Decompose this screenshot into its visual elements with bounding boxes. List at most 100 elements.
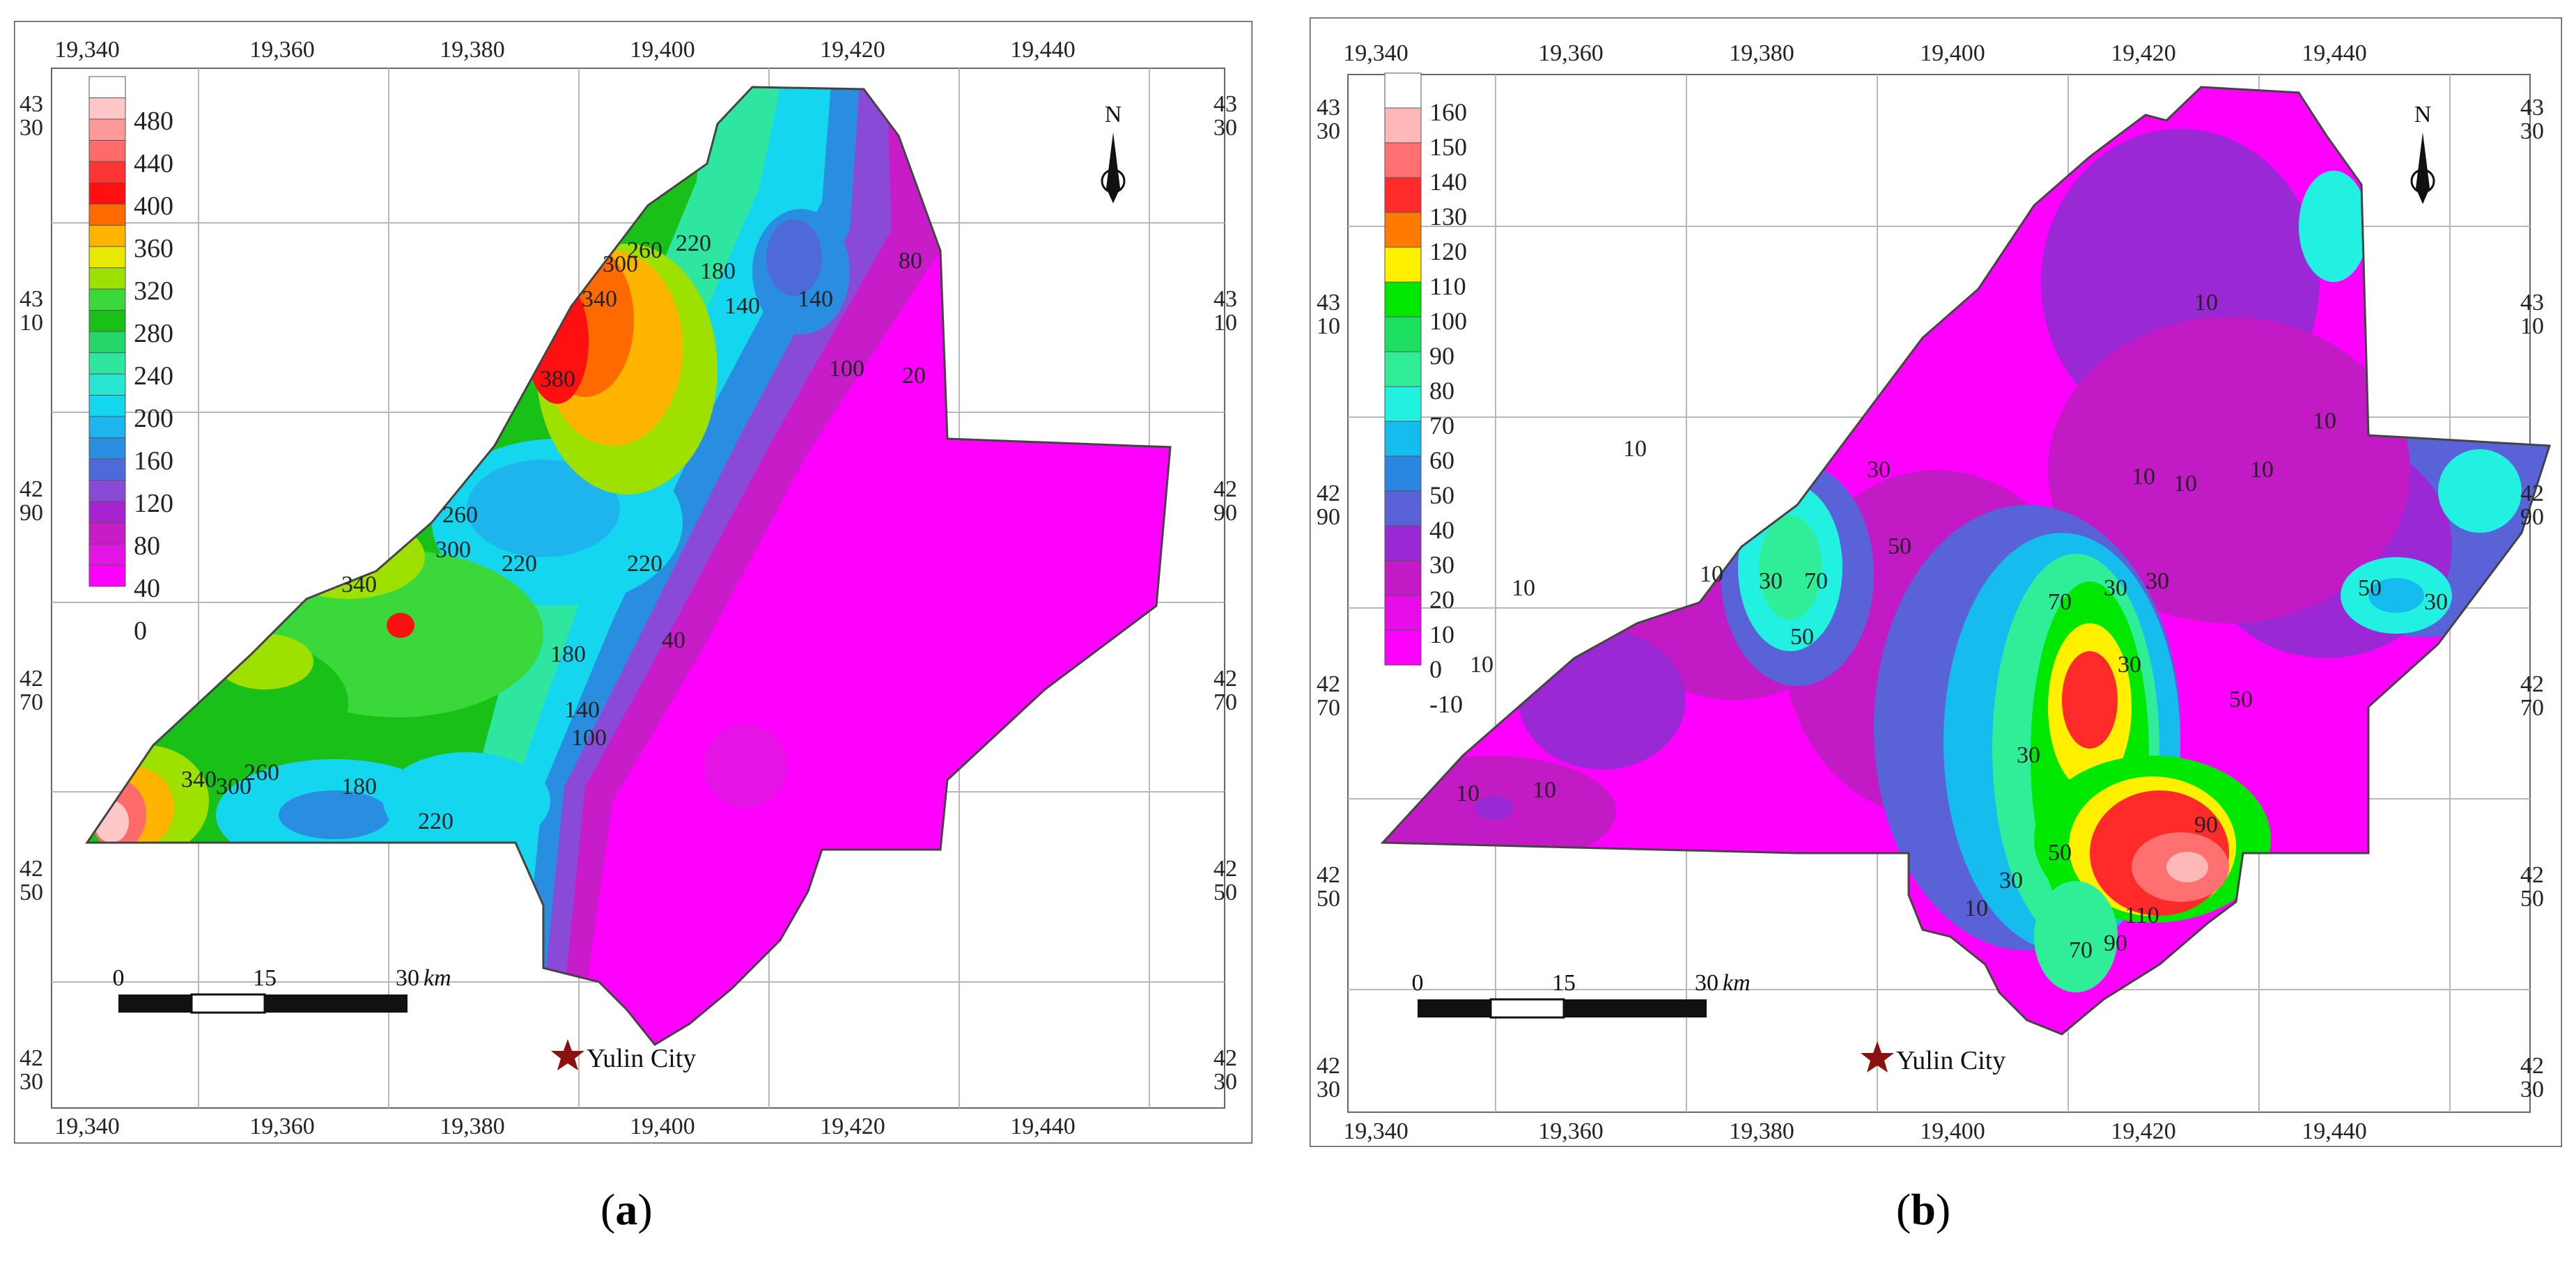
legend-swatch — [1384, 351, 1422, 387]
legend-swatch — [88, 288, 126, 311]
legend-swatch — [88, 522, 126, 545]
y-tick-label: 42 — [1317, 671, 1340, 697]
north-arrow-icon: N — [1101, 102, 1126, 203]
contour-label: 110 — [2125, 903, 2159, 928]
contour-label: 340 — [181, 767, 217, 793]
legend-swatch — [88, 140, 126, 162]
legend-swatch — [88, 203, 126, 226]
y-tick-label: 70 — [1213, 689, 1237, 715]
y-tick-label: 70 — [20, 689, 43, 715]
contour-label: 10 — [1623, 436, 1647, 462]
y-tick-label: 43 — [1213, 91, 1237, 117]
legend-label: 240 — [134, 361, 173, 391]
contour-label: 70 — [1804, 568, 1828, 594]
legend-label: 320 — [134, 276, 173, 306]
legend-label: 40 — [134, 574, 160, 603]
x-tick-label: 19,380 — [1729, 40, 1794, 66]
legend-label: 160 — [134, 446, 173, 476]
y-tick-label: 50 — [1213, 880, 1237, 905]
contour-label: 10 — [1470, 652, 1493, 678]
contour-label: 340 — [341, 572, 377, 598]
city-marker: Yulin City — [1861, 1041, 2005, 1075]
legend-label: 150 — [1429, 133, 1467, 161]
north-label: N — [2414, 102, 2432, 127]
y-tick-label: 10 — [1317, 313, 1340, 339]
scale-tick-label: 0 — [113, 965, 125, 991]
legend-swatch — [1384, 247, 1422, 283]
y-tick-label: 30 — [1317, 118, 1340, 144]
y-tick-label: 30 — [1213, 115, 1237, 141]
x-tick-label: 19,340 — [1343, 40, 1409, 66]
y-tick-label: 42 — [2520, 862, 2544, 888]
legend-swatch — [1384, 421, 1422, 457]
x-tick-label: 19,340 — [54, 37, 120, 63]
contour-label: 50 — [1790, 624, 1814, 650]
legend-label: 480 — [134, 107, 173, 136]
contour-label: 380 — [540, 366, 575, 392]
legend-label: 400 — [134, 192, 173, 221]
y-tick-label: 42 — [2520, 1053, 2544, 1079]
legend-label: 140 — [1429, 168, 1467, 196]
y-tick-label: 42 — [1213, 666, 1237, 692]
legend-swatch — [88, 182, 126, 205]
y-tick-label: 90 — [2520, 504, 2544, 530]
legend-label: 0 — [134, 616, 147, 646]
panel-a-caption: (a) — [600, 1185, 653, 1234]
contour-label: 260 — [442, 502, 478, 528]
contour-label: 40 — [662, 627, 685, 653]
legend-label: 100 — [1429, 307, 1467, 335]
y-tick-label: 90 — [1317, 504, 1340, 530]
y-tick-label: 10 — [20, 310, 43, 336]
contour-label: 180 — [341, 774, 377, 799]
y-tick-label: 50 — [2520, 886, 2544, 912]
y-tick-label: 42 — [2520, 671, 2544, 697]
contour-label: 20 — [902, 363, 926, 389]
map-a-scale-bar: 0 15 30 km — [113, 965, 451, 1014]
legend-label: 110 — [1429, 272, 1466, 300]
y-tick-label: 70 — [2520, 695, 2544, 721]
contour-label: 50 — [2048, 840, 2072, 866]
legend-swatch — [1384, 107, 1422, 143]
x-tick-label: 19,360 — [249, 1114, 315, 1139]
contour-label: 140 — [798, 286, 833, 312]
x-tick-label: 19,380 — [440, 37, 505, 63]
contour-label: 80 — [899, 248, 922, 274]
map-b-legend — [1384, 72, 1422, 666]
map-panel-a: 340 300 260 220 180 140 140 100 20 80 38… — [14, 21, 1252, 1144]
contour-label: 10 — [1964, 896, 1988, 921]
contour-label: 220 — [502, 551, 537, 577]
scale-tick-label: 15 — [1552, 970, 1576, 996]
map-a-boundary — [85, 86, 1172, 1046]
x-tick-label: 19,420 — [820, 1114, 885, 1139]
legend-swatch — [88, 352, 126, 375]
contour-label: 50 — [1888, 533, 1911, 559]
legend-label: 20 — [1429, 586, 1454, 614]
contour-label: 30 — [1867, 457, 1891, 483]
contour-label: 30 — [2118, 652, 2141, 678]
legend-label: 440 — [134, 149, 173, 178]
legend-label: 120 — [134, 489, 173, 518]
contour-label: 10 — [2194, 290, 2218, 315]
legend-swatch — [1384, 455, 1422, 492]
y-tick-label: 30 — [2520, 118, 2544, 144]
x-tick-label: 19,400 — [630, 37, 695, 63]
legend-label: 280 — [134, 319, 173, 348]
map-b-contour-labels: 10 10 10 10 10 30 70 50 30 10 10 10 10 1… — [1456, 290, 2448, 963]
map-panel-b: 10 10 10 10 10 30 70 50 30 10 10 10 10 1… — [1310, 17, 2562, 1147]
contour-label: 300 — [435, 537, 471, 563]
x-tick-label: 19,420 — [2111, 40, 2176, 66]
map-a-y-tick-labels: 43 30 43 10 42 90 42 70 42 50 42 30 43 3… — [20, 91, 1237, 1095]
north-label: N — [1105, 102, 1122, 127]
x-tick-label: 19,400 — [630, 1114, 695, 1139]
panel-b-caption: (b) — [1896, 1185, 1951, 1234]
contour-label: 30 — [2104, 575, 2127, 601]
legend-swatch — [88, 97, 126, 120]
scale-tick-label: 30 — [1695, 970, 1718, 996]
x-tick-label: 19,400 — [1920, 1118, 1985, 1144]
legend-swatch — [88, 225, 126, 247]
contour-label: 100 — [829, 356, 864, 382]
y-tick-label: 50 — [1317, 886, 1340, 912]
legend-swatch — [88, 118, 126, 141]
legend-label: 70 — [1429, 412, 1454, 439]
contour-label: 10 — [2173, 471, 2197, 497]
